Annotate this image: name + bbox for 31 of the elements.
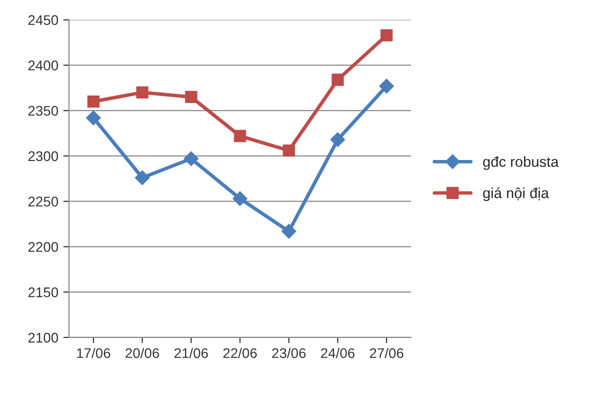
y-tick-label: 2250 bbox=[28, 196, 58, 207]
point bbox=[379, 78, 394, 94]
point bbox=[87, 95, 100, 108]
point bbox=[380, 29, 393, 42]
point bbox=[234, 130, 246, 142]
x-tick-label: 24/06 bbox=[321, 348, 354, 358]
point bbox=[136, 86, 148, 99]
x-tick-label: 22/06 bbox=[223, 348, 257, 358]
y-tick-label: 2450 bbox=[28, 15, 58, 26]
y-tick-label: 2300 bbox=[28, 151, 58, 162]
point bbox=[232, 191, 248, 206]
x-tick-label: 21/06 bbox=[174, 348, 208, 358]
x-tick-label: 27/06 bbox=[370, 348, 404, 358]
point bbox=[184, 151, 199, 166]
y-tick-label: 2150 bbox=[28, 287, 58, 298]
point bbox=[185, 90, 198, 104]
point bbox=[282, 144, 295, 157]
point bbox=[281, 224, 296, 239]
y-tick-label: 2200 bbox=[28, 242, 58, 252]
x-tick-label: 17/06 bbox=[77, 348, 110, 358]
point bbox=[134, 170, 150, 186]
y-tick-label: 2350 bbox=[28, 106, 58, 116]
x-tick-label: 23/06 bbox=[272, 348, 306, 358]
point bbox=[86, 110, 101, 126]
x-tick-label: 20/06 bbox=[126, 348, 160, 358]
point bbox=[332, 74, 344, 86]
point bbox=[330, 132, 346, 148]
legend-label: giá nội địa bbox=[483, 187, 549, 202]
y-tick-label: 2400 bbox=[28, 60, 58, 70]
y-tick-label: 2100 bbox=[28, 332, 58, 343]
legend-label: gđc robusta bbox=[483, 156, 559, 170]
